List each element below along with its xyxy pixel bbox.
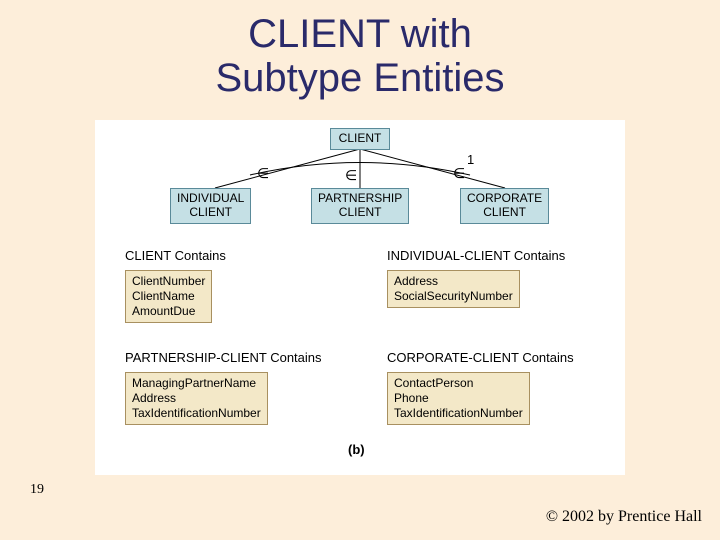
attr: Phone (394, 391, 523, 406)
attrs-partnership: ManagingPartnerName Address TaxIdentific… (125, 372, 268, 425)
attr: ContactPerson (394, 376, 523, 391)
entity-individual-client: INDIVIDUALCLIENT (170, 188, 251, 224)
attr: ClientNumber (132, 274, 205, 289)
figure-label: (b) (348, 442, 365, 457)
epsilon-left: ∈ (257, 166, 269, 183)
copyright-text: © 2002 by Prentice Hall (546, 508, 702, 526)
attrs-individual: Address SocialSecurityNumber (387, 270, 520, 308)
epsilon-mid: ∈ (345, 168, 357, 185)
attrs-corporate: ContactPerson Phone TaxIdentificationNum… (387, 372, 530, 425)
epsilon-right: ∈ (453, 166, 465, 183)
diagram-figure: CLIENT 1 ∈ ∈ ∈ INDIVIDUALCLIENT PARTNERS… (95, 120, 625, 475)
header-client-contains: CLIENT Contains (125, 248, 226, 263)
attrs-client: ClientNumber ClientName AmountDue (125, 270, 212, 323)
attr: ClientName (132, 289, 205, 304)
slide-title: CLIENT with Subtype Entities (0, 0, 720, 100)
cardinality-one: 1 (467, 152, 474, 167)
attr: TaxIdentificationNumber (394, 406, 523, 421)
entity-corporate-client: CORPORATECLIENT (460, 188, 549, 224)
title-line-1: CLIENT with (248, 12, 472, 56)
attr: TaxIdentificationNumber (132, 406, 261, 421)
attr: SocialSecurityNumber (394, 289, 513, 304)
attr: AmountDue (132, 304, 205, 319)
page-number: 19 (30, 482, 44, 498)
attr: Address (394, 274, 513, 289)
entity-client: CLIENT (330, 128, 390, 150)
attr: Address (132, 391, 261, 406)
header-individual-contains: INDIVIDUAL-CLIENT Contains (387, 248, 565, 263)
header-corporate-contains: CORPORATE-CLIENT Contains (387, 350, 574, 365)
attr: ManagingPartnerName (132, 376, 261, 391)
entity-partnership-client: PARTNERSHIPCLIENT (311, 188, 409, 224)
header-partnership-contains: PARTNERSHIP-CLIENT Contains (125, 350, 322, 365)
title-line-2: Subtype Entities (215, 56, 504, 100)
